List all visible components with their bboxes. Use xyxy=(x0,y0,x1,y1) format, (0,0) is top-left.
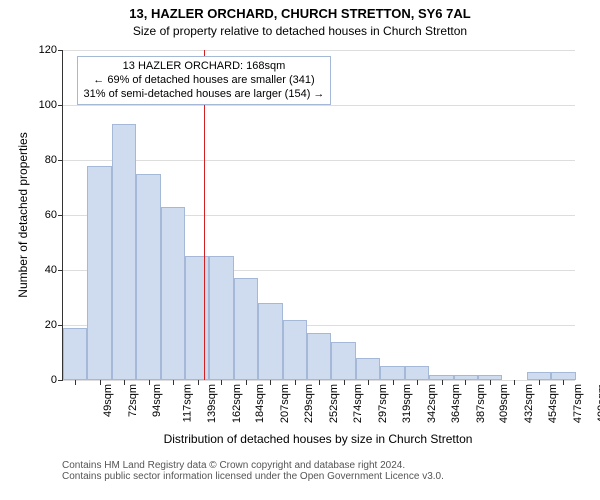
x-tick-label: 342sqm xyxy=(426,384,438,423)
y-tick-label: 40 xyxy=(45,264,63,276)
x-tick-mark xyxy=(100,380,101,385)
y-tick-label: 120 xyxy=(39,44,63,56)
x-tick-label: 409sqm xyxy=(499,384,511,423)
x-tick-label: 229sqm xyxy=(303,384,315,423)
x-tick-mark xyxy=(149,380,150,385)
y-axis-label: Number of detached properties xyxy=(16,50,30,380)
histogram-bar xyxy=(258,303,282,380)
x-tick-mark xyxy=(442,380,443,385)
x-tick-label: 477sqm xyxy=(572,384,584,423)
x-tick-label: 387sqm xyxy=(475,384,487,423)
x-tick-mark xyxy=(465,380,466,385)
x-tick-mark xyxy=(124,380,125,385)
x-tick-label: 297sqm xyxy=(377,384,389,423)
footer-attribution: Contains HM Land Registry data © Crown c… xyxy=(62,460,444,482)
chart-title: 13, HAZLER ORCHARD, CHURCH STRETTON, SY6… xyxy=(0,6,600,21)
histogram-bar xyxy=(136,174,160,380)
x-tick-mark xyxy=(270,380,271,385)
x-tick-label: 184sqm xyxy=(255,384,267,423)
x-tick-mark xyxy=(344,380,345,385)
x-tick-label: 162sqm xyxy=(231,384,243,423)
histogram-bar xyxy=(234,278,258,380)
x-tick-mark xyxy=(198,380,199,385)
y-tick-label: 100 xyxy=(39,99,63,111)
x-tick-label: 499sqm xyxy=(596,384,600,423)
y-tick-label: 80 xyxy=(45,154,63,166)
x-tick-label: 139sqm xyxy=(206,384,218,423)
x-tick-mark xyxy=(539,380,540,385)
x-tick-label: 49sqm xyxy=(102,384,114,417)
x-axis-label: Distribution of detached houses by size … xyxy=(62,432,574,446)
x-tick-mark xyxy=(75,380,76,385)
chart-subtitle: Size of property relative to detached ho… xyxy=(0,24,600,38)
histogram-bar xyxy=(161,207,185,380)
footer-line-1: Contains HM Land Registry data © Crown c… xyxy=(62,460,444,471)
x-tick-mark xyxy=(295,380,296,385)
x-tick-label: 94sqm xyxy=(151,384,163,417)
histogram-bar xyxy=(87,166,111,381)
x-tick-label: 432sqm xyxy=(524,384,536,423)
callout-box: 13 HAZLER ORCHARD: 168sqm← 69% of detach… xyxy=(77,56,332,105)
histogram-bar xyxy=(185,256,209,380)
x-tick-mark xyxy=(417,380,418,385)
histogram-bar xyxy=(380,366,404,380)
histogram-bar xyxy=(551,372,575,380)
histogram-bar xyxy=(405,366,429,380)
x-tick-label: 207sqm xyxy=(279,384,291,423)
x-tick-mark xyxy=(563,380,564,385)
histogram-bar xyxy=(356,358,380,380)
y-tick-label: 60 xyxy=(45,209,63,221)
histogram-bar xyxy=(283,320,307,381)
gridline xyxy=(63,50,575,51)
chart-container: 13, HAZLER ORCHARD, CHURCH STRETTON, SY6… xyxy=(0,0,600,500)
x-tick-mark xyxy=(368,380,369,385)
callout-line: 13 HAZLER ORCHARD: 168sqm xyxy=(84,60,325,74)
x-tick-mark xyxy=(173,380,174,385)
x-tick-mark xyxy=(221,380,222,385)
x-tick-mark xyxy=(393,380,394,385)
x-tick-label: 454sqm xyxy=(547,384,559,423)
x-tick-label: 252sqm xyxy=(328,384,340,423)
histogram-bar xyxy=(307,333,331,380)
histogram-bar xyxy=(527,372,551,380)
x-tick-label: 319sqm xyxy=(401,384,413,423)
x-tick-label: 72sqm xyxy=(127,384,139,417)
x-tick-mark xyxy=(246,380,247,385)
x-tick-label: 364sqm xyxy=(450,384,462,423)
x-tick-label: 274sqm xyxy=(352,384,364,423)
histogram-bar xyxy=(209,256,233,380)
histogram-bar xyxy=(331,342,355,381)
x-tick-mark xyxy=(319,380,320,385)
histogram-bar xyxy=(112,124,136,380)
plot-area: 02040608010012049sqm72sqm94sqm117sqm139s… xyxy=(62,50,575,381)
histogram-bar xyxy=(63,328,87,380)
callout-line: 31% of semi-detached houses are larger (… xyxy=(84,88,325,102)
y-tick-label: 0 xyxy=(51,374,63,386)
callout-line: ← 69% of detached houses are smaller (34… xyxy=(84,74,325,88)
y-tick-label: 20 xyxy=(45,319,63,331)
x-tick-mark xyxy=(490,380,491,385)
x-tick-label: 117sqm xyxy=(181,384,193,422)
x-tick-mark xyxy=(514,380,515,385)
footer-line-2: Contains public sector information licen… xyxy=(62,471,444,482)
gridline xyxy=(63,160,575,161)
